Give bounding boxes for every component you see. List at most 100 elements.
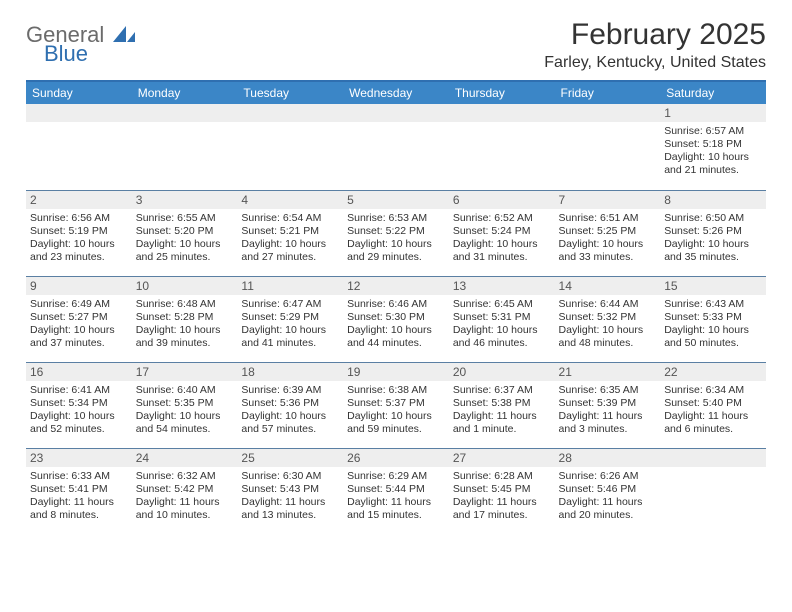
day-details: Sunrise: 6:46 AMSunset: 5:30 PMDaylight:… xyxy=(343,295,449,355)
daylight-text: Daylight: 11 hours and 8 minutes. xyxy=(30,496,128,522)
daylight-text: Daylight: 10 hours and 41 minutes. xyxy=(241,324,339,350)
day-number: 8 xyxy=(660,191,766,209)
sunrise-text: Sunrise: 6:53 AM xyxy=(347,212,445,225)
day-number xyxy=(26,104,132,122)
day-details: Sunrise: 6:29 AMSunset: 5:44 PMDaylight:… xyxy=(343,467,449,527)
daylight-text: Daylight: 10 hours and 44 minutes. xyxy=(347,324,445,350)
sunset-text: Sunset: 5:20 PM xyxy=(136,225,234,238)
sunset-text: Sunset: 5:30 PM xyxy=(347,311,445,324)
title-block: February 2025 Farley, Kentucky, United S… xyxy=(544,18,766,72)
day-details: Sunrise: 6:33 AMSunset: 5:41 PMDaylight:… xyxy=(26,467,132,527)
calendar-cell: 15Sunrise: 6:43 AMSunset: 5:33 PMDayligh… xyxy=(660,276,766,362)
calendar-cell: 14Sunrise: 6:44 AMSunset: 5:32 PMDayligh… xyxy=(555,276,661,362)
sunset-text: Sunset: 5:41 PM xyxy=(30,483,128,496)
calendar-cell: 19Sunrise: 6:38 AMSunset: 5:37 PMDayligh… xyxy=(343,362,449,448)
daylight-text: Daylight: 10 hours and 48 minutes. xyxy=(559,324,657,350)
daylight-text: Daylight: 11 hours and 10 minutes. xyxy=(136,496,234,522)
day-number xyxy=(449,104,555,122)
calendar-cell: 3Sunrise: 6:55 AMSunset: 5:20 PMDaylight… xyxy=(132,190,238,276)
sunset-text: Sunset: 5:18 PM xyxy=(664,138,762,151)
day-number: 25 xyxy=(237,449,343,467)
sunset-text: Sunset: 5:33 PM xyxy=(664,311,762,324)
calendar-page: General Blue February 2025 Farley, Kentu… xyxy=(0,0,792,544)
sunset-text: Sunset: 5:22 PM xyxy=(347,225,445,238)
calendar-cell: 2Sunrise: 6:56 AMSunset: 5:19 PMDaylight… xyxy=(26,190,132,276)
day-number: 24 xyxy=(132,449,238,467)
calendar-cell: 12Sunrise: 6:46 AMSunset: 5:30 PMDayligh… xyxy=(343,276,449,362)
daylight-text: Daylight: 10 hours and 29 minutes. xyxy=(347,238,445,264)
sunset-text: Sunset: 5:37 PM xyxy=(347,397,445,410)
day-details: Sunrise: 6:54 AMSunset: 5:21 PMDaylight:… xyxy=(237,209,343,269)
daylight-text: Daylight: 10 hours and 37 minutes. xyxy=(30,324,128,350)
day-details: Sunrise: 6:56 AMSunset: 5:19 PMDaylight:… xyxy=(26,209,132,269)
calendar-cell xyxy=(555,104,661,190)
sunrise-text: Sunrise: 6:54 AM xyxy=(241,212,339,225)
sunset-text: Sunset: 5:26 PM xyxy=(664,225,762,238)
day-number xyxy=(132,104,238,122)
sunrise-text: Sunrise: 6:37 AM xyxy=(453,384,551,397)
day-number: 28 xyxy=(555,449,661,467)
calendar-row: 1Sunrise: 6:57 AMSunset: 5:18 PMDaylight… xyxy=(26,104,766,190)
sunset-text: Sunset: 5:25 PM xyxy=(559,225,657,238)
daylight-text: Daylight: 11 hours and 20 minutes. xyxy=(559,496,657,522)
sunrise-text: Sunrise: 6:28 AM xyxy=(453,470,551,483)
sunset-text: Sunset: 5:28 PM xyxy=(136,311,234,324)
daylight-text: Daylight: 10 hours and 23 minutes. xyxy=(30,238,128,264)
calendar-cell: 24Sunrise: 6:32 AMSunset: 5:42 PMDayligh… xyxy=(132,448,238,534)
sunset-text: Sunset: 5:44 PM xyxy=(347,483,445,496)
daylight-text: Daylight: 10 hours and 59 minutes. xyxy=(347,410,445,436)
day-details: Sunrise: 6:41 AMSunset: 5:34 PMDaylight:… xyxy=(26,381,132,441)
calendar-cell xyxy=(237,104,343,190)
sunset-text: Sunset: 5:45 PM xyxy=(453,483,551,496)
day-details: Sunrise: 6:49 AMSunset: 5:27 PMDaylight:… xyxy=(26,295,132,355)
day-number: 16 xyxy=(26,363,132,381)
daylight-text: Daylight: 11 hours and 3 minutes. xyxy=(559,410,657,436)
sunrise-text: Sunrise: 6:51 AM xyxy=(559,212,657,225)
daylight-text: Daylight: 11 hours and 1 minute. xyxy=(453,410,551,436)
calendar-cell: 1Sunrise: 6:57 AMSunset: 5:18 PMDaylight… xyxy=(660,104,766,190)
calendar-cell: 4Sunrise: 6:54 AMSunset: 5:21 PMDaylight… xyxy=(237,190,343,276)
daylight-text: Daylight: 10 hours and 31 minutes. xyxy=(453,238,551,264)
calendar-cell: 13Sunrise: 6:45 AMSunset: 5:31 PMDayligh… xyxy=(449,276,555,362)
day-details: Sunrise: 6:55 AMSunset: 5:20 PMDaylight:… xyxy=(132,209,238,269)
calendar-cell: 27Sunrise: 6:28 AMSunset: 5:45 PMDayligh… xyxy=(449,448,555,534)
day-number: 11 xyxy=(237,277,343,295)
calendar-head: Sunday Monday Tuesday Wednesday Thursday… xyxy=(26,82,766,104)
daylight-text: Daylight: 10 hours and 57 minutes. xyxy=(241,410,339,436)
calendar-cell xyxy=(449,104,555,190)
sunrise-text: Sunrise: 6:48 AM xyxy=(136,298,234,311)
sunrise-text: Sunrise: 6:39 AM xyxy=(241,384,339,397)
calendar-table: Sunday Monday Tuesday Wednesday Thursday… xyxy=(26,82,766,534)
day-details: Sunrise: 6:53 AMSunset: 5:22 PMDaylight:… xyxy=(343,209,449,269)
calendar-cell: 18Sunrise: 6:39 AMSunset: 5:36 PMDayligh… xyxy=(237,362,343,448)
day-number: 14 xyxy=(555,277,661,295)
calendar-cell: 22Sunrise: 6:34 AMSunset: 5:40 PMDayligh… xyxy=(660,362,766,448)
day-header: Monday xyxy=(132,82,238,104)
sunset-text: Sunset: 5:21 PM xyxy=(241,225,339,238)
calendar-cell: 26Sunrise: 6:29 AMSunset: 5:44 PMDayligh… xyxy=(343,448,449,534)
calendar-cell xyxy=(26,104,132,190)
sunrise-text: Sunrise: 6:35 AM xyxy=(559,384,657,397)
sunrise-text: Sunrise: 6:30 AM xyxy=(241,470,339,483)
sunset-text: Sunset: 5:40 PM xyxy=(664,397,762,410)
sunrise-text: Sunrise: 6:52 AM xyxy=(453,212,551,225)
day-number: 5 xyxy=(343,191,449,209)
daylight-text: Daylight: 11 hours and 6 minutes. xyxy=(664,410,762,436)
day-details: Sunrise: 6:45 AMSunset: 5:31 PMDaylight:… xyxy=(449,295,555,355)
day-details: Sunrise: 6:43 AMSunset: 5:33 PMDaylight:… xyxy=(660,295,766,355)
sunrise-text: Sunrise: 6:40 AM xyxy=(136,384,234,397)
day-number: 27 xyxy=(449,449,555,467)
day-number: 12 xyxy=(343,277,449,295)
day-number: 7 xyxy=(555,191,661,209)
sunset-text: Sunset: 5:24 PM xyxy=(453,225,551,238)
day-details: Sunrise: 6:39 AMSunset: 5:36 PMDaylight:… xyxy=(237,381,343,441)
day-details: Sunrise: 6:50 AMSunset: 5:26 PMDaylight:… xyxy=(660,209,766,269)
day-header: Tuesday xyxy=(237,82,343,104)
sunrise-text: Sunrise: 6:49 AM xyxy=(30,298,128,311)
calendar-cell: 21Sunrise: 6:35 AMSunset: 5:39 PMDayligh… xyxy=(555,362,661,448)
calendar-row: 9Sunrise: 6:49 AMSunset: 5:27 PMDaylight… xyxy=(26,276,766,362)
daylight-text: Daylight: 10 hours and 21 minutes. xyxy=(664,151,762,177)
daylight-text: Daylight: 10 hours and 25 minutes. xyxy=(136,238,234,264)
sunset-text: Sunset: 5:36 PM xyxy=(241,397,339,410)
day-number: 17 xyxy=(132,363,238,381)
